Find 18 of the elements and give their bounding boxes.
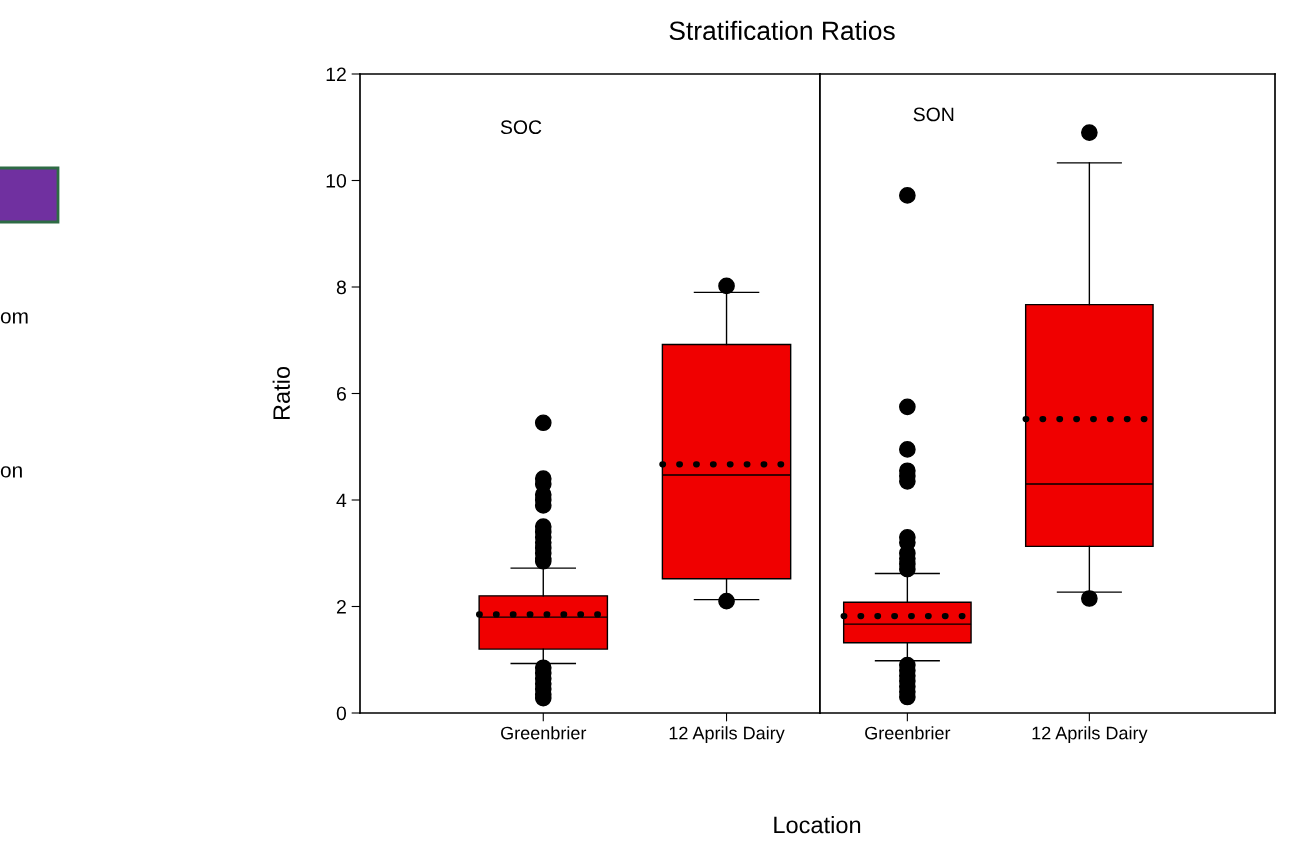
y-tick-label: 2 xyxy=(336,599,346,614)
x-tick-label: 12 Aprils Dairy xyxy=(1032,726,1148,744)
text: om xyxy=(0,312,28,324)
y-tick-label: 6 xyxy=(336,386,346,401)
y-tick-label: 8 xyxy=(336,280,346,295)
y-tick-label: 0 xyxy=(336,706,347,721)
y-tick-label: 12 xyxy=(326,67,346,82)
x-axis-title: Location xyxy=(774,815,861,834)
annotation: SON xyxy=(913,107,954,122)
x-tick-label: Greenbrier xyxy=(501,726,587,740)
y-tick-label: 10 xyxy=(326,173,347,188)
chart-title: Stratification Ratios xyxy=(669,20,895,41)
y-axis-title: Ratio xyxy=(272,366,290,420)
y-tick-label: 4 xyxy=(336,493,347,508)
annotation: SOC xyxy=(500,120,542,135)
text: on xyxy=(0,466,22,478)
x-tick-label: Greenbrier xyxy=(865,726,951,740)
x-tick-label: 12 Aprils Dairy xyxy=(669,726,785,744)
